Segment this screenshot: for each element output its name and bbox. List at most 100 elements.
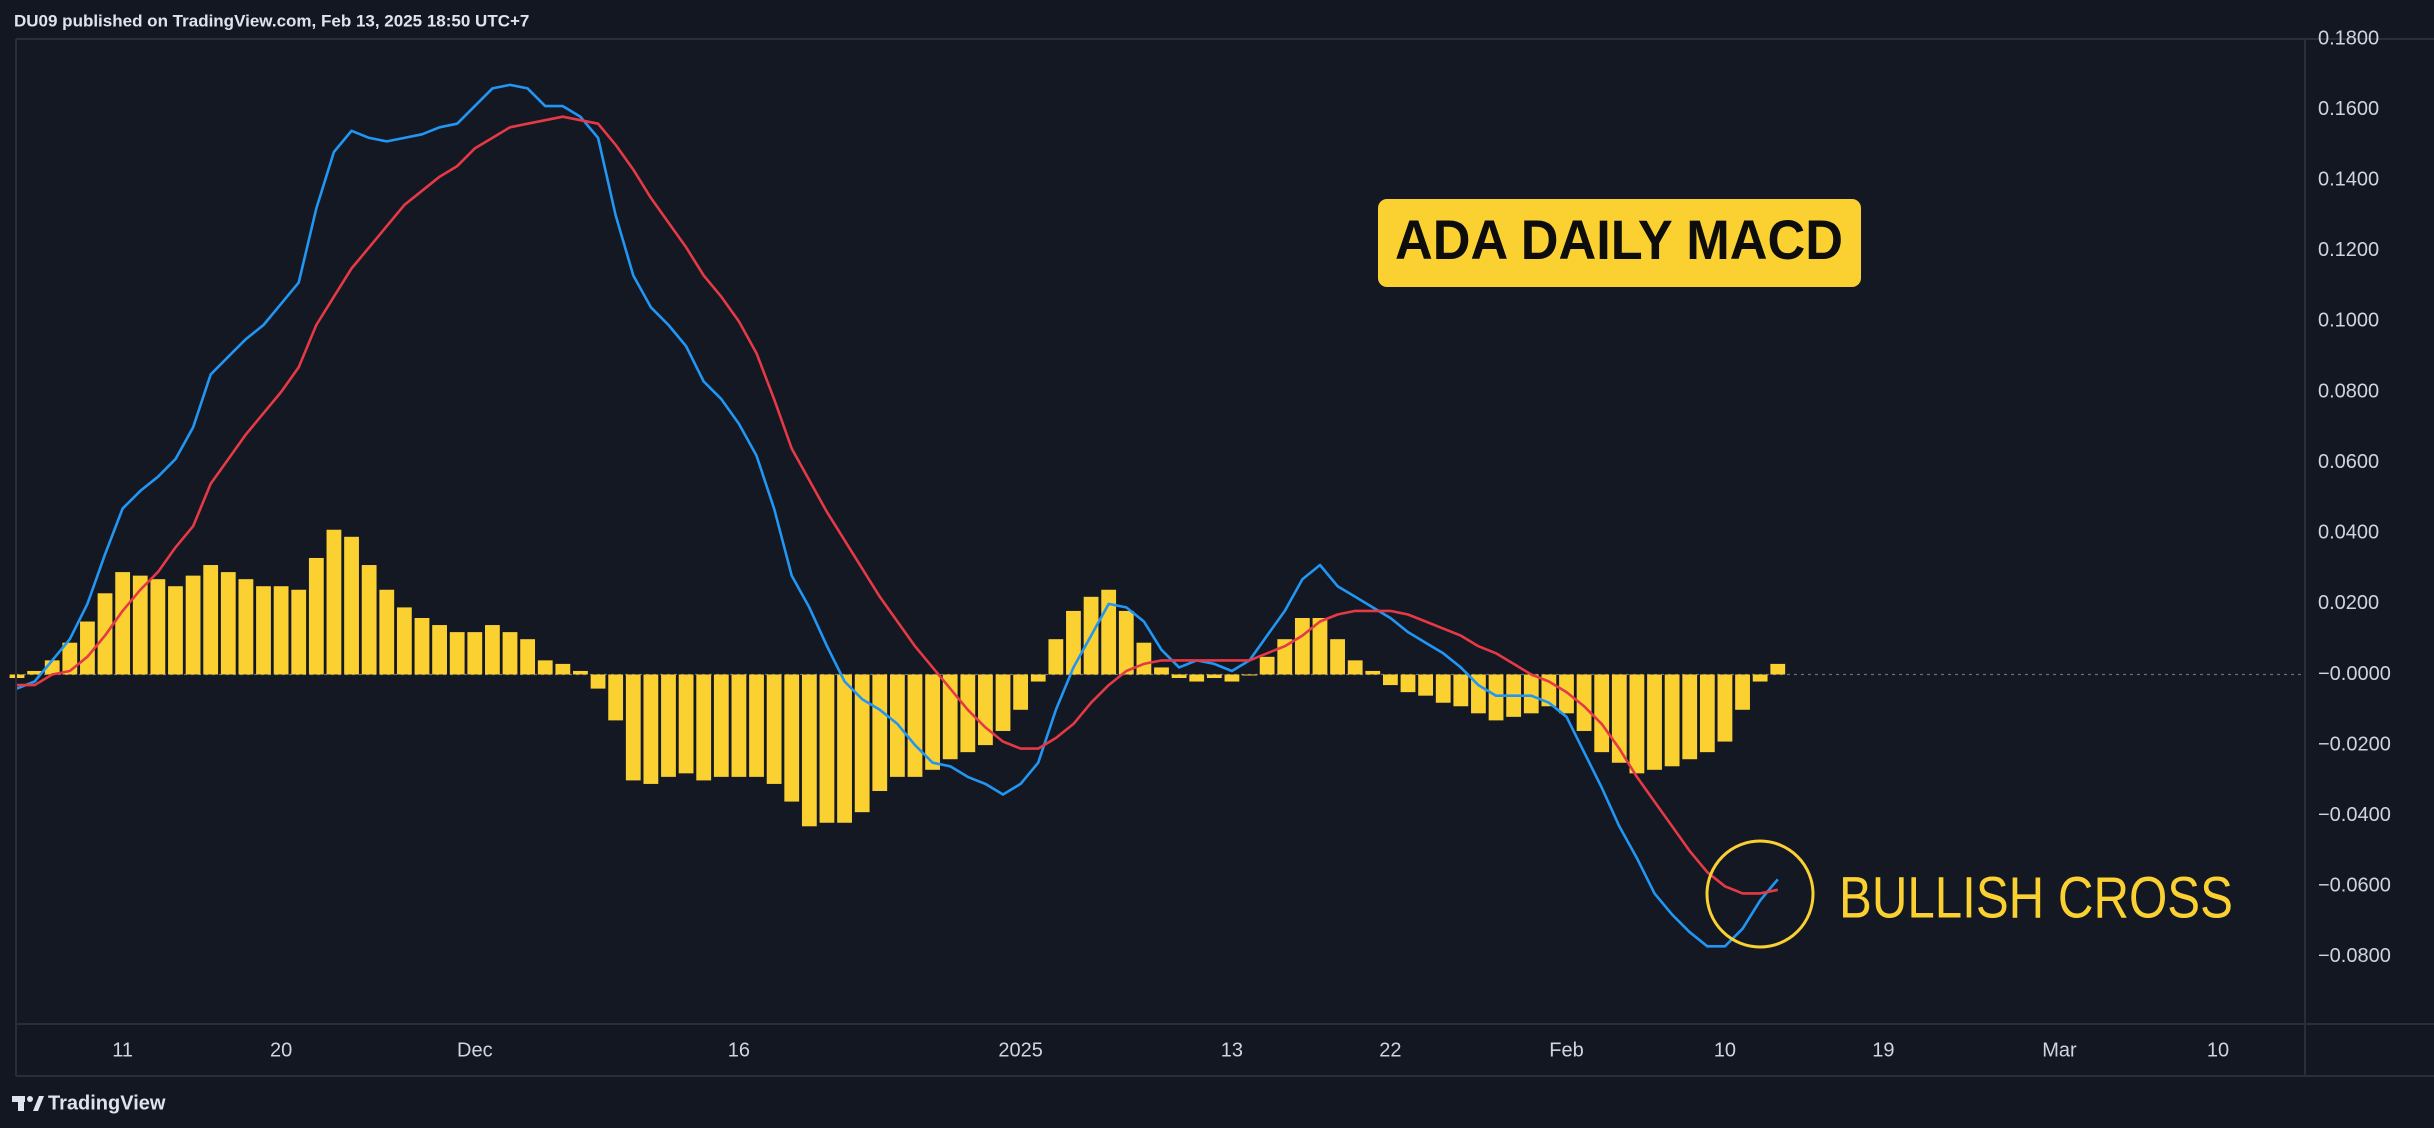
histogram-bar	[925, 674, 940, 770]
histogram-bar	[27, 670, 43, 675]
y-tick-label: 0.0200	[2318, 592, 2379, 614]
histogram-bar	[1136, 642, 1152, 675]
histogram-bar	[872, 674, 888, 791]
x-tick-label: 19	[1872, 1039, 1894, 1061]
histogram-bar	[115, 572, 131, 675]
histogram-bar	[608, 674, 624, 721]
histogram-bar	[1523, 674, 1539, 714]
histogram-bar	[801, 674, 817, 827]
histogram-bar	[80, 621, 95, 675]
x-tick-label: 10	[1714, 1039, 1736, 1061]
histogram-bar	[1294, 617, 1310, 675]
y-tick-label: 0.0400	[2318, 522, 2379, 544]
histogram-bar	[995, 674, 1011, 731]
y-tick-label: −0.0800	[2318, 945, 2391, 967]
histogram-bar	[573, 670, 588, 675]
histogram-bar	[326, 529, 342, 675]
histogram-bar	[1030, 674, 1046, 682]
histogram-bar	[784, 674, 800, 802]
histogram-bar	[379, 589, 395, 675]
histogram-bar	[1770, 663, 1786, 675]
histogram-bar	[960, 674, 976, 753]
histogram-bar	[1682, 674, 1698, 760]
histogram-bar	[1559, 674, 1574, 714]
y-tick-label: 0.1600	[2318, 98, 2379, 120]
histogram-bar	[819, 674, 835, 823]
x-tick-label: 22	[1379, 1039, 1401, 1061]
histogram-bar	[625, 674, 641, 781]
title-box	[1378, 199, 1861, 287]
histogram-bar	[1717, 674, 1733, 742]
x-tick-label: Mar	[2042, 1039, 2077, 1061]
cross-circle	[1705, 839, 1815, 949]
header-text: DU09 published on TradingView.com, Feb 1…	[14, 11, 529, 30]
y-tick-label: 0.1200	[2318, 239, 2379, 261]
histogram-bar	[1259, 656, 1275, 675]
y-tick-label: 0.1000	[2318, 310, 2379, 332]
histogram-bar	[449, 632, 465, 675]
histogram-bar	[978, 674, 993, 746]
histogram-bar	[749, 674, 764, 777]
histogram-bar	[414, 617, 430, 675]
histogram-bar	[766, 674, 782, 784]
cross-annotation: BULLISH CROSS	[1839, 865, 2233, 930]
histogram-bar	[1048, 639, 1064, 675]
histogram-bar	[1365, 670, 1381, 675]
footer-brand: TradingView	[48, 1092, 166, 1114]
histogram-bar	[731, 674, 747, 777]
header-bar	[0, 0, 2434, 38]
line	[16, 83, 1779, 948]
histogram-bar	[1154, 667, 1169, 675]
histogram-bar	[1189, 674, 1205, 682]
histogram-bar	[1435, 674, 1451, 703]
histogram-bar	[1453, 674, 1469, 707]
histogram-bar	[273, 586, 289, 675]
histogram-bar	[1347, 660, 1363, 675]
x-tick-label: 16	[728, 1039, 750, 1061]
histogram-bar	[590, 674, 606, 689]
histogram-bar	[854, 674, 870, 813]
histogram-bar	[1312, 617, 1328, 675]
histogram-bar	[220, 572, 236, 675]
logo-part	[18, 1096, 24, 1111]
histogram-bar	[1488, 674, 1504, 721]
footer-logo	[12, 1096, 44, 1111]
histogram-bar	[1594, 674, 1610, 753]
x-tick-label: 2025	[998, 1039, 1043, 1061]
plot-area	[16, 39, 2305, 1024]
y-tick-label: −0.0200	[2318, 733, 2391, 755]
histogram-bar	[1118, 610, 1134, 675]
histogram-bar	[203, 565, 219, 675]
histogram-bar	[537, 660, 553, 675]
histogram-bar	[1171, 674, 1187, 679]
histogram-bar	[1101, 589, 1117, 675]
histogram-bar	[308, 557, 324, 675]
histogram-bar	[1576, 674, 1592, 731]
x-tick-label: 11	[112, 1039, 133, 1061]
histogram-bar	[1647, 674, 1662, 770]
histogram-bar	[485, 625, 500, 675]
y-tick-label: 0.0600	[2318, 451, 2379, 473]
y-tick-label: −0.0600	[2318, 875, 2391, 897]
x-tick-label: Feb	[1549, 1039, 1583, 1061]
histogram-bar	[467, 632, 483, 675]
y-tick-label: −0.0400	[2318, 804, 2391, 826]
histogram-bar	[555, 663, 571, 675]
histogram-bar	[1664, 674, 1680, 767]
histogram-bar	[1330, 639, 1345, 675]
histogram-bar	[238, 579, 254, 675]
logo-part	[33, 1096, 44, 1111]
x-tick-label: 20	[270, 1039, 292, 1061]
histogram-bar	[661, 674, 676, 777]
histogram-bar	[1611, 674, 1627, 763]
histogram-bar	[1224, 674, 1240, 682]
histogram-bar	[168, 586, 183, 675]
histogram-bar	[396, 607, 412, 675]
y-tick-label: −0.0000	[2318, 663, 2391, 685]
y-tick-label: 0.0800	[2318, 380, 2379, 402]
histogram-bar	[132, 575, 148, 675]
logo-part	[27, 1096, 33, 1102]
title-annotation: ADA DAILY MACD	[1395, 208, 1843, 271]
